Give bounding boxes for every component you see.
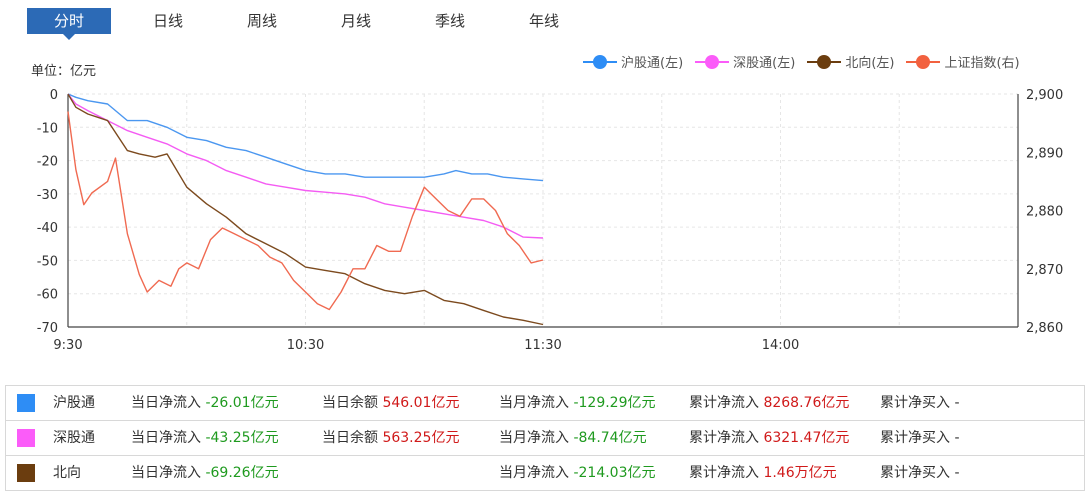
y-right-tick-label: 2,900 [1026, 88, 1063, 103]
row-name: 北向 [53, 465, 81, 481]
row-name: 沪股通 [53, 395, 95, 411]
chart-tick-labels: 0 -10 -20 -30 -40 -50 -60 -70 2,900 2,890 2,880 2,8… [37, 88, 1063, 353]
series-color-swatch [17, 394, 35, 412]
tab-quarterly[interactable]: 季线 [434, 12, 465, 30]
line-dot-marker-icon [807, 54, 842, 69]
cell: 当日余额 546.01亿元 [322, 395, 460, 411]
cell: 累计净流入 1.46万亿元 [689, 465, 837, 481]
legend-item-sgt[interactable]: 深股通(左) [695, 52, 795, 71]
cell: 当月净流入 -214.03亿元 [499, 465, 656, 481]
y-right-tick-label: 2,890 [1026, 146, 1063, 161]
flow-line-chart: 0 -10 -20 -30 -40 -50 -60 -70 2,900 2,890 2,880 2,8… [37, 88, 1063, 353]
cell: 累计净流入 6321.47亿元 [689, 430, 850, 446]
series-line-0 [67, 93, 544, 182]
cell: 当日余额 563.25亿元 [322, 430, 460, 446]
x-tick-label: 11:30 [524, 338, 561, 353]
y-left-tick-label: -20 [37, 155, 58, 170]
x-tick-label: 10:30 [287, 338, 324, 353]
cell: 当月净流入 -84.74亿元 [499, 430, 647, 446]
tab-intraday[interactable]: 分时 [27, 8, 111, 40]
y-left-tick-label: -30 [37, 188, 58, 203]
series-line-3 [67, 111, 544, 311]
line-dot-marker-icon [583, 54, 617, 69]
legend-item-sse[interactable]: 上证指数(右) [906, 52, 1020, 71]
cell: 累计净流入 8268.76亿元 [689, 395, 850, 411]
x-tick-label: 9:30 [53, 338, 82, 353]
legend-label: 深股通(左) [733, 56, 796, 71]
y-left-tick-label: -70 [37, 321, 58, 336]
chart-series [67, 93, 544, 326]
y-right-tick-label: 2,880 [1026, 205, 1063, 220]
cell: 累计净买入 - [880, 465, 960, 481]
chart-grid [68, 93, 1018, 328]
tab-yearly[interactable]: 年线 [528, 12, 559, 30]
y-left-tick-label: -50 [37, 254, 58, 269]
cell: 累计净买入 - [880, 430, 960, 446]
y-left-tick-label: -40 [37, 221, 58, 236]
summary-row-north: 北向 当日净流入 -69.26亿元 当月净流入 -214.03亿元 累计净流入 … [6, 456, 1084, 490]
summary-row-sgt: 深股通 当日净流入 -43.25亿元 当日余额 563.25亿元 当月净流入 -… [6, 421, 1084, 456]
summary-table: 沪股通 当日净流入 -26.01亿元 当日余额 546.01亿元 当月净流入 -… [5, 385, 1085, 491]
tab-weekly[interactable]: 周线 [246, 12, 277, 30]
legend-label: 北向(左) [845, 56, 895, 71]
legend-item-hgt[interactable]: 沪股通(左) [583, 52, 683, 71]
legend-item-north[interactable]: 北向(左) [807, 52, 894, 71]
y-left-tick-label: 0 [50, 88, 58, 103]
series-color-swatch [17, 464, 35, 482]
cell: 当日净流入 -43.25亿元 [131, 430, 279, 446]
y-left-tick-label: -10 [37, 121, 58, 136]
legend-label: 上证指数(右) [944, 56, 1020, 71]
y-left-tick-label: -60 [37, 288, 58, 303]
tab-monthly[interactable]: 月线 [340, 12, 371, 30]
cell: 累计净买入 - [880, 395, 960, 411]
x-tick-label: 14:00 [762, 338, 799, 353]
row-name: 深股通 [53, 430, 95, 446]
line-dot-marker-icon [906, 54, 941, 69]
line-dot-marker-icon [695, 54, 730, 69]
summary-row-hgt: 沪股通 当日净流入 -26.01亿元 当日余额 546.01亿元 当月净流入 -… [6, 386, 1084, 421]
cell: 当月净流入 -129.29亿元 [499, 395, 656, 411]
period-tabs: 分时 日线 周线 月线 季线 年线 [27, 8, 591, 40]
chart-axes [67, 94, 1019, 328]
cell: 当日净流入 -26.01亿元 [131, 395, 279, 411]
legend-label: 沪股通(左) [621, 56, 684, 71]
cell: 当日净流入 -69.26亿元 [131, 465, 279, 481]
series-line-2 [67, 93, 544, 326]
unit-label: 单位：亿元 [31, 64, 97, 79]
y-right-tick-label: 2,870 [1026, 263, 1063, 278]
y-right-tick-label: 2,860 [1026, 321, 1063, 336]
series-color-swatch [17, 429, 35, 447]
chart-legend: 沪股通(左) 深股通(左) 北向(左) 上证指数(右) [583, 52, 1032, 71]
tab-daily[interactable]: 日线 [152, 12, 183, 30]
